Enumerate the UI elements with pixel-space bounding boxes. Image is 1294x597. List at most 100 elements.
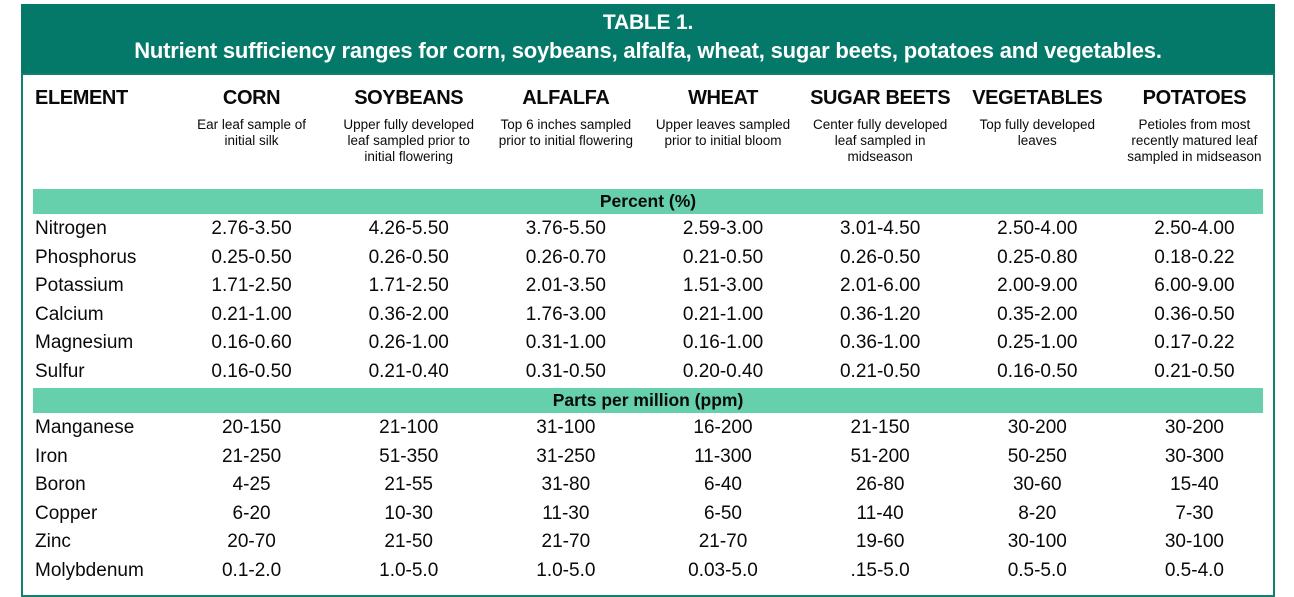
- range-value: 2.00-9.00: [997, 275, 1078, 297]
- nutrient-table: TABLE 1. Nutrient sufficiency ranges for…: [21, 4, 1275, 597]
- range-value: 3.01-4.50: [839, 218, 921, 240]
- range-value: 1.51-3.00: [682, 275, 764, 297]
- range-value: 2.59-3.00: [682, 218, 764, 240]
- range-value: 0.5-4.0: [1164, 559, 1224, 581]
- element-name: Molybdenum: [35, 559, 144, 581]
- section-band: Parts per million (ppm): [33, 388, 1263, 413]
- column-label: VEGETABLES: [972, 87, 1103, 109]
- range-value: 31-250: [536, 445, 596, 467]
- element-name: Zinc: [35, 531, 71, 553]
- range-value: 31-100: [536, 417, 596, 439]
- range-value: 0.25-1.00: [997, 332, 1078, 354]
- range-value: 0.36-1.20: [839, 303, 921, 325]
- column-header-row: ELEMENT CORN Ear leaf sample of initial …: [23, 75, 1273, 187]
- column-header-vegetables: VEGETABLES Top fully developed leaves: [959, 87, 1116, 149]
- column-description: Upper leaves sampled prior to initial bl…: [655, 117, 791, 148]
- range-value: 51-200: [850, 445, 910, 467]
- range-value: 0.31-0.50: [525, 360, 606, 382]
- column-description: Upper fully developed leaf sampled prior…: [343, 117, 474, 164]
- range-value: 1.0-5.0: [536, 559, 596, 581]
- range-value: 10-30: [384, 502, 434, 524]
- column-description: Center fully developed leaf sampled in m…: [812, 117, 948, 164]
- range-value: 21-150: [850, 417, 910, 439]
- range-value: 21-55: [384, 474, 434, 496]
- range-value: 1.76-3.00: [525, 303, 606, 325]
- range-value: 0.03-5.0: [688, 559, 758, 581]
- range-value: 2.01-6.00: [839, 275, 921, 297]
- range-value: 0.26-0.70: [525, 246, 606, 268]
- range-value: 30-100: [1007, 531, 1067, 553]
- range-value: 0.35-2.00: [997, 303, 1078, 325]
- section-band-label: Parts per million (ppm): [552, 390, 744, 410]
- column-description: Top 6 inches sampled prior to initial fl…: [498, 117, 633, 148]
- table-row: Copper 6-20 10-30 11-30 6-50 11-40 8-20 7-30: [23, 500, 1273, 529]
- column-header-sugar-beets: SUGAR BEETS Center fully developed leaf …: [802, 87, 959, 165]
- range-value: 0.1-2.0: [221, 559, 282, 581]
- range-value: 2.50-4.00: [997, 218, 1078, 240]
- range-value: 30-300: [1164, 445, 1224, 467]
- table-row: Zinc 20-70 21-50 21-70 21-70 19-60 30-100 30-10…: [23, 528, 1273, 557]
- range-value: 0.21-0.40: [368, 360, 449, 382]
- range-value: 0.16-1.00: [682, 332, 764, 354]
- range-value: 50-250: [1007, 445, 1067, 467]
- range-value: 7-30: [1175, 502, 1214, 524]
- range-value: 1.71-2.50: [211, 275, 292, 297]
- range-value: 0.26-0.50: [368, 246, 449, 268]
- range-value: 0.25-0.80: [997, 246, 1078, 268]
- range-value: 2.01-3.50: [525, 275, 606, 297]
- table-row: Potassium 1.71-2.50 1.71-2.50 2.01-3.50 1.51…: [23, 272, 1273, 301]
- element-name: Manganese: [35, 417, 135, 439]
- column-header-element: ELEMENT: [35, 87, 128, 109]
- element-name: Nitrogen: [35, 218, 107, 240]
- element-name: Potassium: [35, 275, 124, 297]
- range-value: 2.76-3.50: [211, 218, 292, 240]
- range-value: 6-20: [232, 502, 271, 524]
- range-value: 0.21-0.50: [839, 360, 921, 382]
- table-sections: Percent (%) Nitrogen 2.76-3.50 4.26-5.50 3.7…: [23, 189, 1273, 585]
- range-value: 0.21-1.00: [211, 303, 292, 325]
- section-band-label: Percent (%): [599, 191, 697, 211]
- range-value: 0.17-0.22: [1154, 332, 1235, 354]
- element-name: Magnesium: [35, 332, 134, 354]
- section-band: Percent (%): [33, 189, 1263, 214]
- range-value: 1.0-5.0: [379, 559, 439, 581]
- element-name: Copper: [35, 502, 98, 524]
- element-name: Boron: [35, 474, 86, 496]
- column-label: POTATOES: [1142, 87, 1247, 109]
- range-value: 0.31-1.00: [525, 332, 606, 354]
- range-value: 31-80: [541, 474, 591, 496]
- column-label: WHEAT: [688, 87, 758, 109]
- column-label: CORN: [222, 87, 281, 109]
- range-value: 0.25-0.50: [211, 246, 292, 268]
- range-value: 30-100: [1164, 531, 1224, 553]
- range-value: 2.50-4.00: [1154, 218, 1235, 240]
- column-description: Top fully developed leaves: [979, 117, 1096, 148]
- range-value: 15-40: [1170, 474, 1219, 496]
- range-value: 30-200: [1164, 417, 1224, 439]
- range-value: 21-70: [698, 531, 748, 553]
- element-name: Phosphorus: [35, 246, 137, 268]
- table-row: Calcium 0.21-1.00 0.36-2.00 1.76-3.00 0.21-1…: [23, 301, 1273, 330]
- range-value: 20-70: [227, 531, 276, 553]
- table-number: TABLE 1.: [602, 11, 694, 34]
- range-value: 0.36-2.00: [368, 303, 449, 325]
- range-value: 6-50: [703, 502, 742, 524]
- range-value: 21-50: [384, 531, 434, 553]
- table-row: Sulfur 0.16-0.50 0.21-0.40 0.31-0.50 0.20-0.…: [23, 358, 1273, 387]
- range-value: 0.16-0.60: [211, 332, 292, 354]
- range-value: 3.76-5.50: [525, 218, 606, 240]
- table-row: Boron 4-25 21-55 31-80 6-40 26-80 30-60 15-40: [23, 471, 1273, 500]
- range-value: 4.26-5.50: [368, 218, 449, 240]
- range-value: 21-250: [221, 445, 282, 467]
- column-header-corn: CORN Ear leaf sample of initial silk: [173, 87, 330, 149]
- range-value: 51-350: [379, 445, 439, 467]
- range-value: 19-60: [855, 531, 905, 553]
- table-row: Phosphorus 0.25-0.50 0.26-0.50 0.26-0.70 0.2…: [23, 244, 1273, 273]
- range-value: 11-300: [694, 445, 752, 467]
- range-value: 16-200: [693, 417, 753, 439]
- table-row: Magnesium 0.16-0.60 0.26-1.00 0.31-1.00 0.16…: [23, 329, 1273, 358]
- range-value: 11-40: [856, 502, 904, 524]
- table-row: Manganese 20-150 21-100 31-100 16-200 21-150 3…: [23, 414, 1273, 443]
- range-value: 6.00-9.00: [1154, 275, 1235, 297]
- range-value: 0.18-0.22: [1154, 246, 1235, 268]
